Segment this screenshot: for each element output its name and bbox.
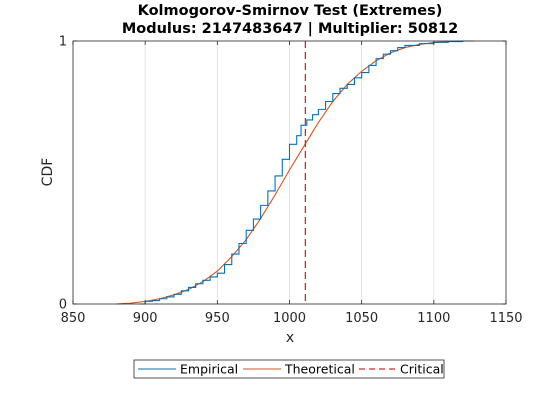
series-layer	[116, 40, 475, 305]
x-tick-label: 950	[205, 311, 230, 326]
legend-label-empirical: Empirical	[180, 362, 238, 377]
x-tick-label: 1150	[489, 311, 522, 326]
legend-label-theoretical: Theoretical	[284, 362, 355, 377]
x-axis-label: x	[286, 330, 294, 346]
x-tick-label: 1100	[417, 311, 450, 326]
legend: Empirical Theoretical Critical	[133, 359, 445, 379]
tick-marks	[72, 40, 507, 305]
chart-subtitle: Modulus: 2147483647 | Multiplier: 50812	[122, 21, 458, 37]
tick-labels: 850 900 950 1000 1050 1100 1150 0 1	[59, 35, 523, 327]
x-tick-label: 900	[133, 311, 158, 326]
series-empirical-line	[139, 40, 470, 305]
y-tick-label: 1	[59, 35, 67, 50]
grid-lines	[144, 41, 435, 304]
x-tick-label: 1050	[345, 311, 378, 326]
x-tick-label: 850	[61, 311, 86, 326]
legend-label-critical: Critical	[400, 362, 444, 377]
y-tick-label: 0	[59, 298, 67, 313]
x-tick-label: 1000	[273, 311, 306, 326]
y-axis-label: CDF	[40, 158, 56, 187]
chart-title: Kolmogorov-Smirnov Test (Extremes)	[138, 3, 443, 19]
legend-box	[133, 359, 445, 379]
